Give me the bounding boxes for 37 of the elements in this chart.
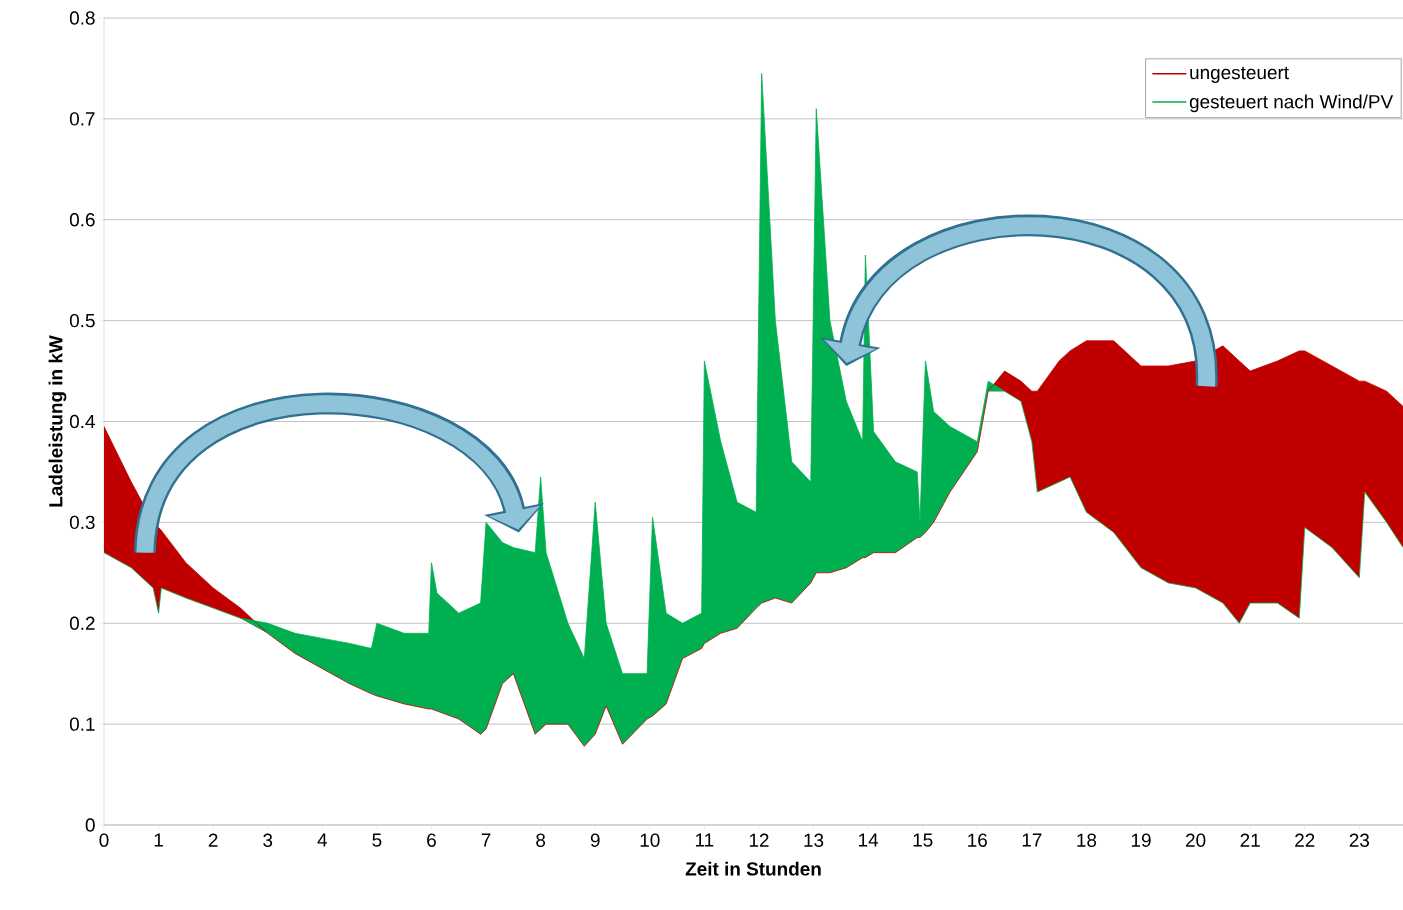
y-tick-label: 0.5 xyxy=(69,313,95,328)
x-tick-label: 4 xyxy=(317,833,328,847)
x-tick-label: 1 xyxy=(154,833,163,847)
x-tick-label: 12 xyxy=(749,833,769,847)
x-tick-label: 21 xyxy=(1240,833,1260,847)
y-tick-label: 0.7 xyxy=(69,112,95,126)
x-tick-label: 15 xyxy=(913,833,933,847)
x-tick-label: 7 xyxy=(481,833,491,847)
x-tick-label: 14 xyxy=(859,833,879,847)
x-axis-title: Zeit in Stunden xyxy=(685,861,821,876)
x-tick-label: 0 xyxy=(99,833,109,847)
x-tick-label: 19 xyxy=(1131,833,1151,847)
x-tick-label: 20 xyxy=(1186,833,1206,847)
x-tick-label: 17 xyxy=(1022,833,1042,847)
x-tick-label: 8 xyxy=(536,833,546,847)
x-tick-label: 22 xyxy=(1295,833,1315,847)
y-tick-label: 0.4 xyxy=(69,414,95,429)
y-tick-label: 0.2 xyxy=(69,616,95,630)
x-tick-label: 23 xyxy=(1349,833,1370,847)
legend-label: ungesteuert xyxy=(1190,66,1289,83)
y-tick-label: 0.3 xyxy=(69,515,95,530)
y-tick-label: 0 xyxy=(85,818,95,832)
y-tick-label: 0.6 xyxy=(69,213,95,227)
x-tick-label: 18 xyxy=(1077,833,1097,847)
x-tick-label: 13 xyxy=(804,833,824,847)
legend-label: gesteuert nach Wind/PV xyxy=(1189,94,1394,113)
x-tick-label: 9 xyxy=(590,833,600,847)
x-tick-label: 6 xyxy=(427,833,436,847)
x-tick-label: 16 xyxy=(968,833,987,847)
x-tick-label: 3 xyxy=(263,833,273,847)
y-tick-label: 0.1 xyxy=(69,717,95,731)
x-tick-label: 10 xyxy=(640,833,660,847)
y-axis-title: Ladeleistung in kW xyxy=(48,335,67,507)
y-tick-label: 0.8 xyxy=(69,11,95,25)
x-tick-label: 11 xyxy=(695,833,714,847)
x-tick-label: 5 xyxy=(372,833,382,847)
x-tick-label: 2 xyxy=(208,833,218,847)
